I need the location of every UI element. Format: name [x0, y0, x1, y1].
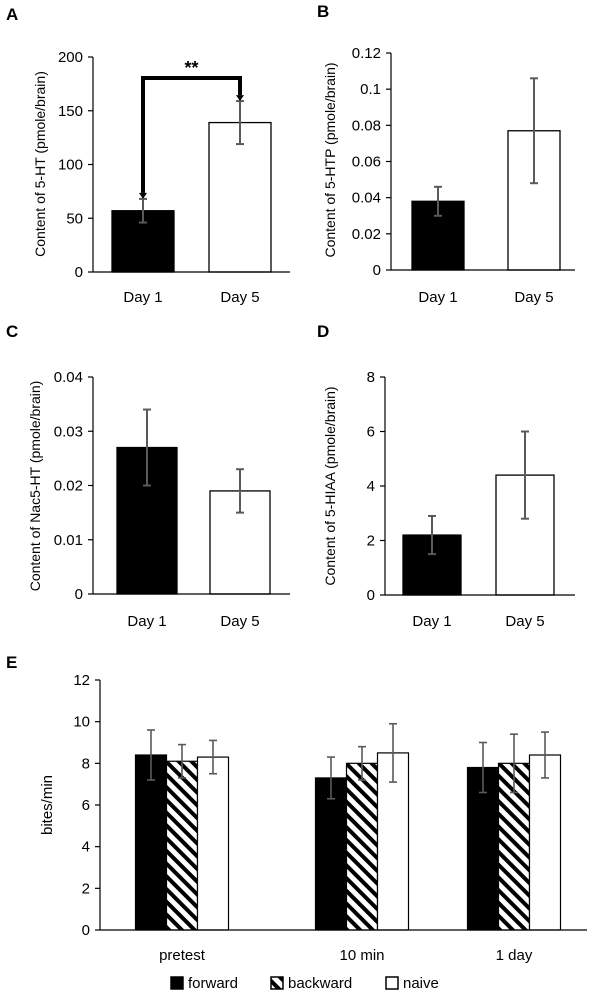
y-tick-label: 200	[58, 49, 83, 66]
bar-backward	[165, 760, 199, 931]
x-tick-label: pretest	[159, 947, 206, 964]
y-axis-label: Content of 5-HIAA (pmole/brain)	[322, 386, 338, 585]
y-tick-label: 12	[73, 672, 90, 689]
y-tick-label: 6	[82, 797, 90, 814]
y-tick-label: 0	[75, 264, 83, 281]
significance-marker: **	[184, 58, 198, 78]
bar-naive	[528, 754, 562, 931]
bar-forward	[314, 777, 348, 931]
y-tick-label: 0.02	[352, 226, 381, 243]
y-tick-label: 0.04	[352, 190, 381, 207]
x-tick-label: Day 5	[505, 613, 544, 630]
y-tick-label: 150	[58, 103, 83, 120]
x-tick-label: Day 1	[412, 613, 451, 630]
bracket-arrow	[139, 192, 147, 199]
legend-swatch-forward	[170, 976, 184, 990]
bar-naive	[196, 756, 230, 931]
y-tick-label: 0	[373, 262, 381, 279]
y-axis-label: Content of Nac5-HT (pmole/brain)	[27, 381, 43, 592]
bar-forward	[466, 766, 500, 931]
y-axis-label: bites/min	[39, 775, 56, 835]
panel-label: D	[317, 322, 329, 341]
y-tick-label: 0	[75, 586, 83, 603]
y-tick-label: 2	[367, 533, 375, 550]
bar-forward	[134, 754, 168, 931]
y-tick-label: 0	[367, 587, 375, 604]
legend-label-backward: backward	[288, 975, 352, 992]
y-tick-label: 4	[367, 478, 375, 495]
x-tick-label: 1 day	[496, 947, 533, 964]
y-tick-label: 0.01	[54, 532, 83, 549]
panel-a: A 0 50 100 150 200 Content of 5-HT (pmole/brai…	[6, 5, 290, 306]
y-tick-label: 6	[367, 424, 375, 441]
panel-e: E 0 2 4 6 8 10 12 bites/min pretest 10 min 1 day	[6, 653, 587, 964]
x-tick-label: Day 1	[127, 613, 166, 630]
bar-day-5	[208, 121, 272, 273]
y-axis-label: Content of 5-HT (pmole/brain)	[32, 71, 48, 257]
y-tick-label: 0.04	[54, 369, 83, 386]
y-tick-label: 10	[73, 714, 90, 731]
y-tick-label: 0.06	[352, 154, 381, 171]
x-tick-label: Day 1	[123, 289, 162, 306]
x-tick-label: Day 5	[220, 289, 259, 306]
legend: forward backward naive	[170, 975, 439, 992]
y-tick-label: 0	[82, 922, 90, 939]
y-tick-label: 0.02	[54, 478, 83, 495]
panel-c: C 0 0.01 0.02 0.03 0.04 Content of Nac5-HT (pm…	[6, 322, 290, 630]
y-tick-label: 4	[82, 839, 90, 856]
y-tick-label: 0.1	[360, 81, 381, 98]
x-tick-label: Day 5	[220, 613, 259, 630]
significance-bracket	[141, 76, 242, 193]
panel-label: E	[6, 653, 17, 672]
bracket-arrow	[236, 95, 244, 102]
legend-label-naive: naive	[403, 975, 439, 992]
panel-label: C	[6, 322, 18, 341]
y-tick-label: 0.08	[352, 117, 381, 134]
panel-b: B 0 0.02 0.04 0.06 0.08 0.1 0.12 Content of 5-HT…	[317, 2, 575, 306]
x-tick-label: Day 5	[514, 289, 553, 306]
panel-label: B	[317, 2, 329, 21]
legend-label-forward: forward	[188, 975, 238, 992]
panel-d: D 0 2 4 6 8 Content of 5-HIAA (pmole/brain) Day…	[317, 322, 575, 630]
panel-label: A	[6, 5, 18, 24]
y-tick-label: 0.12	[352, 45, 381, 62]
y-tick-label: 8	[367, 369, 375, 386]
x-tick-label: 10 min	[339, 947, 384, 964]
y-tick-label: 50	[66, 210, 83, 227]
y-tick-label: 100	[58, 157, 83, 174]
bar-backward	[345, 762, 379, 931]
legend-swatch-backward	[270, 976, 284, 990]
y-axis-label: Content of 5-HTP (pmole/brain)	[322, 62, 338, 257]
y-tick-label: 0.03	[54, 423, 83, 440]
x-tick-label: Day 1	[418, 289, 457, 306]
legend-swatch-naive	[385, 976, 399, 990]
y-tick-label: 2	[82, 880, 90, 897]
y-tick-label: 8	[82, 755, 90, 772]
